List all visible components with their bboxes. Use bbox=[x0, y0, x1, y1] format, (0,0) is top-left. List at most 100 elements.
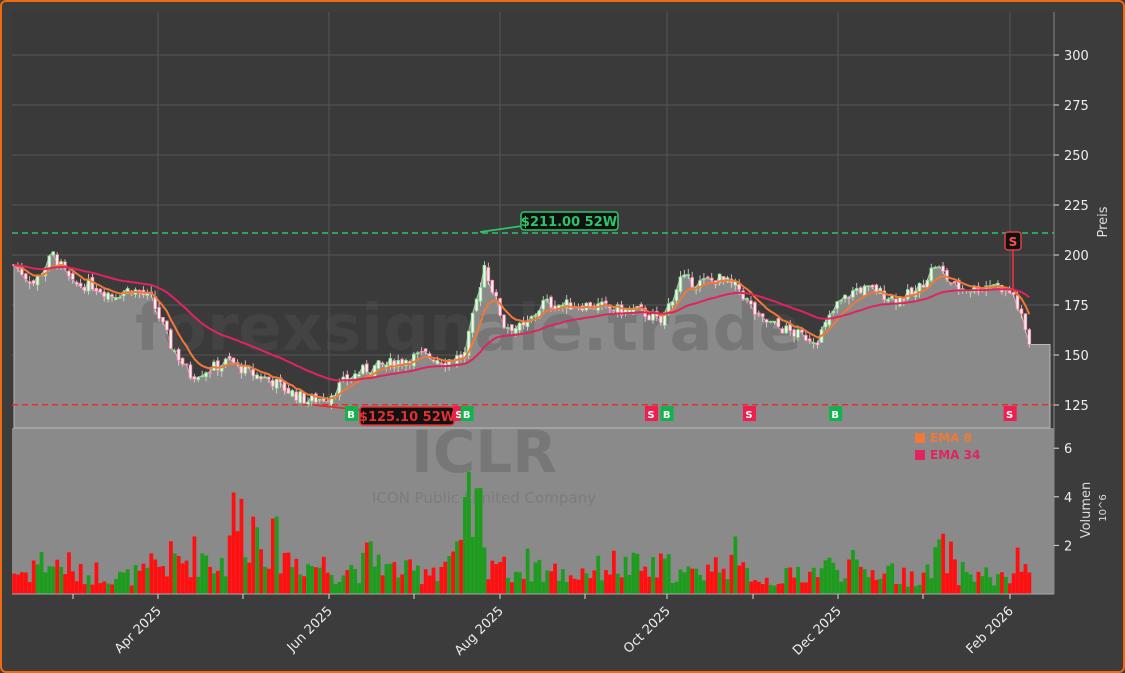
volume-bar bbox=[510, 582, 514, 594]
candle-body bbox=[721, 276, 726, 281]
volume-bar bbox=[86, 575, 91, 594]
candle-body bbox=[792, 329, 796, 337]
candle-body bbox=[619, 304, 624, 316]
candle-body bbox=[196, 376, 201, 381]
price-tick-label: 250 bbox=[1064, 149, 1089, 164]
candle-body bbox=[219, 365, 224, 372]
volume-bar bbox=[455, 541, 459, 594]
candle-body bbox=[67, 270, 71, 277]
candle-body bbox=[541, 300, 545, 310]
volume-bar bbox=[561, 569, 565, 594]
candle-body bbox=[513, 327, 518, 334]
volume-bar bbox=[141, 563, 146, 594]
volume-bar bbox=[619, 577, 624, 594]
candle-body bbox=[953, 281, 957, 284]
candle-body bbox=[314, 393, 318, 403]
candle-body bbox=[811, 342, 816, 345]
candle-body bbox=[114, 297, 118, 301]
candle-body bbox=[796, 329, 800, 338]
volume-bar bbox=[451, 551, 456, 594]
volume-bar bbox=[647, 576, 652, 594]
volume-bar bbox=[478, 488, 483, 594]
candle-body bbox=[172, 350, 177, 353]
signal-label: S bbox=[647, 410, 654, 421]
volume-bar bbox=[933, 547, 938, 594]
candle-body bbox=[396, 360, 400, 368]
volume-bar bbox=[608, 574, 612, 594]
date-tick-label: Dec 2025 bbox=[790, 604, 845, 659]
signal-label: B bbox=[347, 410, 355, 421]
volume-bar bbox=[917, 584, 922, 594]
candle-body bbox=[47, 255, 52, 269]
candle-body bbox=[306, 401, 310, 405]
volume-bar bbox=[176, 555, 181, 594]
volume-bar bbox=[584, 573, 589, 594]
volume-axis-label: Volumen bbox=[1079, 482, 1094, 539]
volume-bar bbox=[843, 578, 848, 594]
volume-bar bbox=[180, 563, 185, 594]
volume-bar bbox=[909, 571, 914, 594]
volume-bar bbox=[12, 573, 16, 594]
volume-bar bbox=[43, 572, 48, 594]
volume-bar bbox=[611, 550, 616, 594]
volume-bar bbox=[74, 581, 79, 594]
volume-bar bbox=[274, 516, 279, 594]
volume-bars bbox=[12, 471, 1032, 594]
volume-bar bbox=[1023, 564, 1028, 594]
volume-bar bbox=[20, 572, 24, 594]
volume-bar bbox=[831, 562, 836, 594]
volume-bar bbox=[749, 581, 753, 594]
volume-bar bbox=[976, 571, 981, 594]
candle-body bbox=[898, 296, 902, 307]
candle-body bbox=[941, 265, 945, 272]
volume-bar bbox=[200, 553, 205, 594]
candle-body bbox=[741, 290, 745, 300]
volume-bar bbox=[118, 571, 122, 594]
candle-body bbox=[388, 358, 393, 367]
candle-body bbox=[490, 279, 495, 293]
candle-body bbox=[180, 357, 185, 365]
volume-bar bbox=[972, 581, 977, 594]
volume-bar bbox=[380, 575, 385, 594]
ema-lines bbox=[13, 263, 1031, 400]
price-tick-label: 200 bbox=[1064, 249, 1089, 264]
candle-body bbox=[682, 274, 687, 278]
volume-bar bbox=[839, 581, 844, 594]
volume-bar bbox=[804, 582, 808, 594]
candle-body bbox=[435, 360, 440, 365]
candle-body bbox=[800, 329, 804, 334]
volume-bar bbox=[737, 565, 742, 594]
volume-bar bbox=[486, 579, 491, 594]
signal-label: B bbox=[663, 410, 671, 421]
candle-body bbox=[259, 376, 263, 380]
volume-bar bbox=[219, 557, 224, 594]
volume-bar bbox=[902, 567, 906, 594]
candle-body bbox=[27, 281, 32, 284]
date-tick-label: Jun 2025 bbox=[284, 604, 336, 656]
candle-body bbox=[266, 376, 271, 380]
volume-bar bbox=[851, 549, 855, 594]
volume-bar bbox=[412, 570, 416, 594]
candle-body bbox=[357, 374, 361, 377]
volume-bar bbox=[349, 564, 354, 594]
volume-bar bbox=[59, 566, 64, 594]
volume-bar bbox=[298, 574, 303, 594]
candle-body bbox=[255, 374, 259, 380]
signal-label: S bbox=[745, 410, 752, 421]
volume-bar bbox=[506, 577, 510, 594]
candle-body bbox=[208, 371, 212, 374]
candle-body bbox=[317, 398, 322, 401]
volume-bar bbox=[988, 577, 993, 594]
candle-body bbox=[157, 307, 161, 320]
candle-body bbox=[223, 358, 228, 366]
volume-bar bbox=[102, 581, 107, 594]
price-tick-label: 125 bbox=[1064, 399, 1089, 414]
volume-bar bbox=[294, 558, 299, 594]
candle-body bbox=[851, 290, 855, 298]
volume-bar bbox=[588, 578, 593, 594]
volume-bar bbox=[376, 554, 381, 594]
signals: B S B S B S B SS bbox=[345, 231, 1022, 421]
volume-bar bbox=[419, 584, 424, 594]
volume-bar bbox=[149, 553, 154, 594]
candle-body bbox=[368, 372, 373, 375]
